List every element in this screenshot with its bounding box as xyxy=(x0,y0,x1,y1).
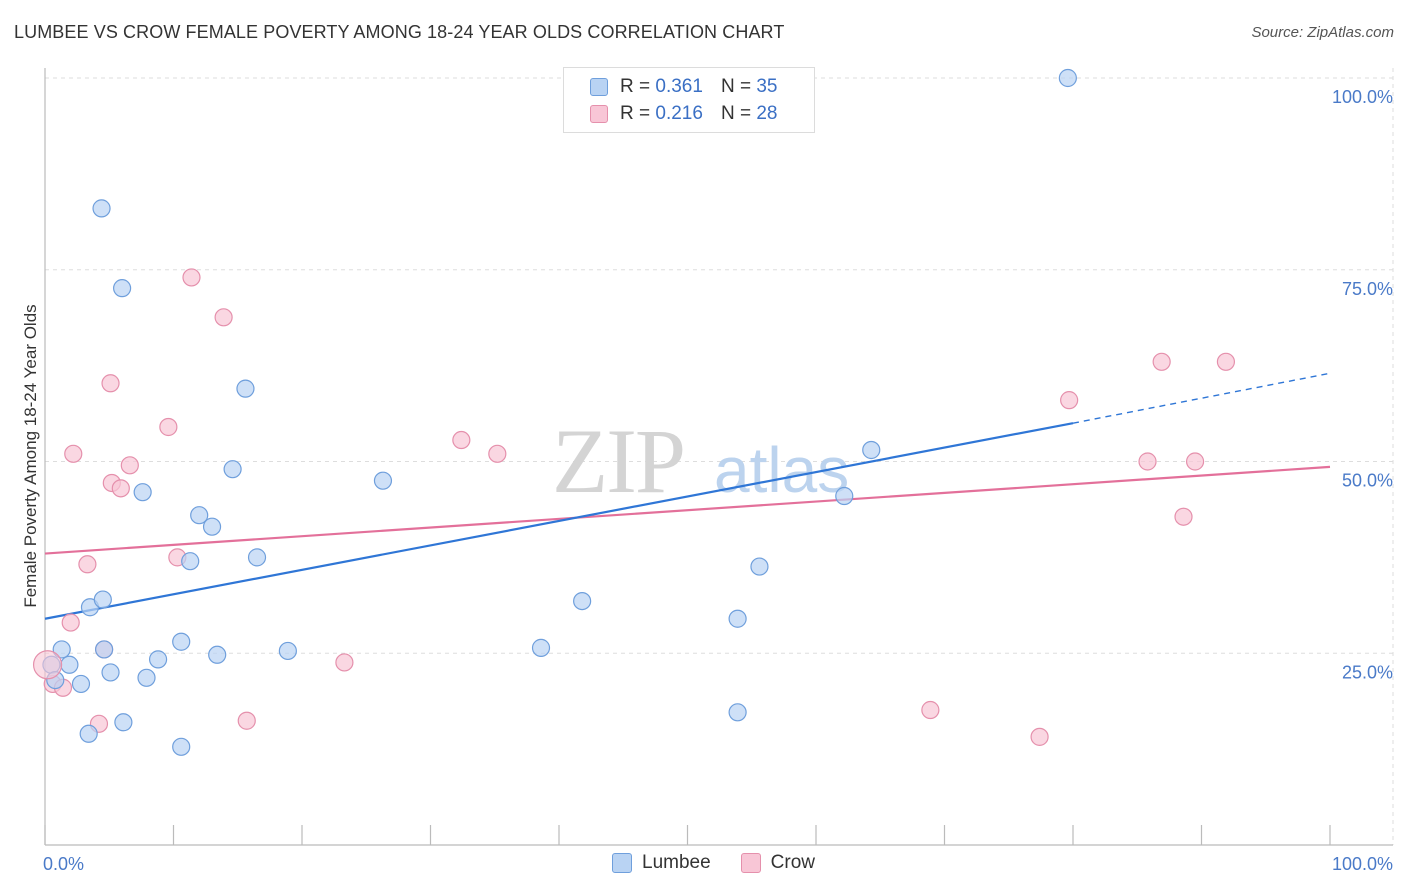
lumbee-point xyxy=(1058,68,1077,88)
crow-point xyxy=(335,653,354,672)
lumbee-n-label: N = xyxy=(720,76,752,97)
crow-r-label: R = xyxy=(620,103,651,124)
lumbee-point xyxy=(148,650,168,669)
crow-trend-line xyxy=(44,465,1331,555)
y-tick-label: 50.0% xyxy=(1342,471,1393,491)
crow-legend-icon xyxy=(740,853,761,873)
crow-point xyxy=(452,430,471,450)
lumbee-point xyxy=(60,655,79,674)
legend-row-crow: R = 0.216 N = 28 xyxy=(590,102,777,126)
trend-lines xyxy=(44,372,1331,620)
lumbee-point xyxy=(137,668,156,687)
lumbee-trend-extension xyxy=(1072,372,1331,424)
crow-point xyxy=(61,613,80,632)
crow-point xyxy=(1138,452,1157,471)
lumbee-n-value: 35 xyxy=(756,76,778,97)
crow-swatch-icon xyxy=(590,105,608,123)
lumbee-point xyxy=(236,379,255,398)
chart-title: LUMBEE VS CROW FEMALE POVERTY AMONG 18-2… xyxy=(14,22,785,42)
crow-n-value: 28 xyxy=(756,103,778,124)
crow-point xyxy=(1185,452,1205,471)
lumbee-point xyxy=(728,703,747,722)
crow-point xyxy=(120,456,139,475)
lumbee-point xyxy=(531,638,551,657)
crow-point xyxy=(1216,352,1236,371)
crow-point xyxy=(182,268,201,287)
crow-point xyxy=(488,444,507,463)
crow-point xyxy=(237,711,256,730)
y-tick-label: 100.0% xyxy=(1332,87,1393,107)
lumbee-point xyxy=(728,609,747,628)
y-tick-label: 75.0% xyxy=(1342,279,1393,299)
watermark: ZIP atlas xyxy=(552,410,849,512)
lumbee-legend-icon xyxy=(612,853,632,873)
legend-label-lumbee: Lumbee xyxy=(642,852,711,873)
lumbee-point xyxy=(71,674,91,694)
lumbee-r-value: 0.361 xyxy=(655,76,703,97)
crow-point xyxy=(111,479,130,498)
source-label: Source: ZipAtlas.com xyxy=(1251,24,1394,41)
crow-point xyxy=(78,555,97,574)
lumbee-point xyxy=(172,737,191,756)
axes xyxy=(44,68,1393,846)
lumbee-point xyxy=(79,724,98,743)
lumbee-point xyxy=(373,471,393,490)
crow-point xyxy=(214,308,233,327)
lumbee-point xyxy=(278,641,297,661)
legend-item-crow[interactable]: Crow xyxy=(740,852,816,874)
lumbee-point xyxy=(835,486,854,506)
data-points xyxy=(32,68,1236,756)
lumbee-point xyxy=(247,548,267,567)
crow-point xyxy=(64,444,83,463)
lumbee-trend-line xyxy=(44,422,1074,620)
lumbee-swatch-icon xyxy=(590,78,608,96)
lumbee-r-label: R = xyxy=(620,76,651,97)
lumbee-point xyxy=(172,632,191,651)
legend-row-lumbee: R = 0.361 N = 35 xyxy=(590,75,777,99)
lumbee-point xyxy=(223,460,242,479)
lumbee-point xyxy=(181,552,200,571)
series-legend: Lumbee Crow xyxy=(612,852,845,874)
crow-point xyxy=(159,417,178,437)
lumbee-point xyxy=(208,645,227,664)
lumbee-point xyxy=(573,591,592,611)
crow-r-value: 0.216 xyxy=(655,103,703,124)
lumbee-point xyxy=(202,517,222,536)
stats-legend: R = 0.361 N = 35 R = 0.216 N = 28 xyxy=(563,67,815,133)
crow-point xyxy=(1030,727,1049,746)
crow-point-cluster xyxy=(32,650,63,680)
lumbee-point xyxy=(112,279,132,298)
lumbee-point xyxy=(101,663,120,682)
lumbee-point xyxy=(52,640,71,659)
lumbee-point xyxy=(95,640,114,659)
tick-labels: 25.0% 50.0% 75.0% 100.0% 0.0% 100.0% xyxy=(43,87,1393,874)
grid-lines xyxy=(45,68,1394,845)
lumbee-point xyxy=(133,483,152,502)
watermark-zip: ZIP xyxy=(552,410,684,512)
legend-item-lumbee[interactable]: Lumbee xyxy=(612,852,711,874)
legend-label-crow: Crow xyxy=(770,852,816,873)
crow-point xyxy=(921,700,940,720)
x-tick-label: 100.0% xyxy=(1332,854,1393,874)
crow-point xyxy=(101,374,120,393)
crow-point xyxy=(1152,352,1171,371)
lumbee-point xyxy=(114,713,133,732)
crow-point xyxy=(1174,507,1193,526)
lumbee-point xyxy=(750,557,769,576)
lumbee-point xyxy=(92,199,111,218)
x-tick-label: 0.0% xyxy=(43,854,84,874)
lumbee-point xyxy=(93,590,112,609)
crow-point xyxy=(1060,391,1079,410)
y-tick-label: 25.0% xyxy=(1342,662,1393,682)
y-axis-label: Female Poverty Among 18-24 Year Olds xyxy=(21,304,40,607)
lumbee-point xyxy=(190,506,209,525)
crow-n-label: N = xyxy=(720,103,752,124)
lumbee-point xyxy=(862,440,881,460)
